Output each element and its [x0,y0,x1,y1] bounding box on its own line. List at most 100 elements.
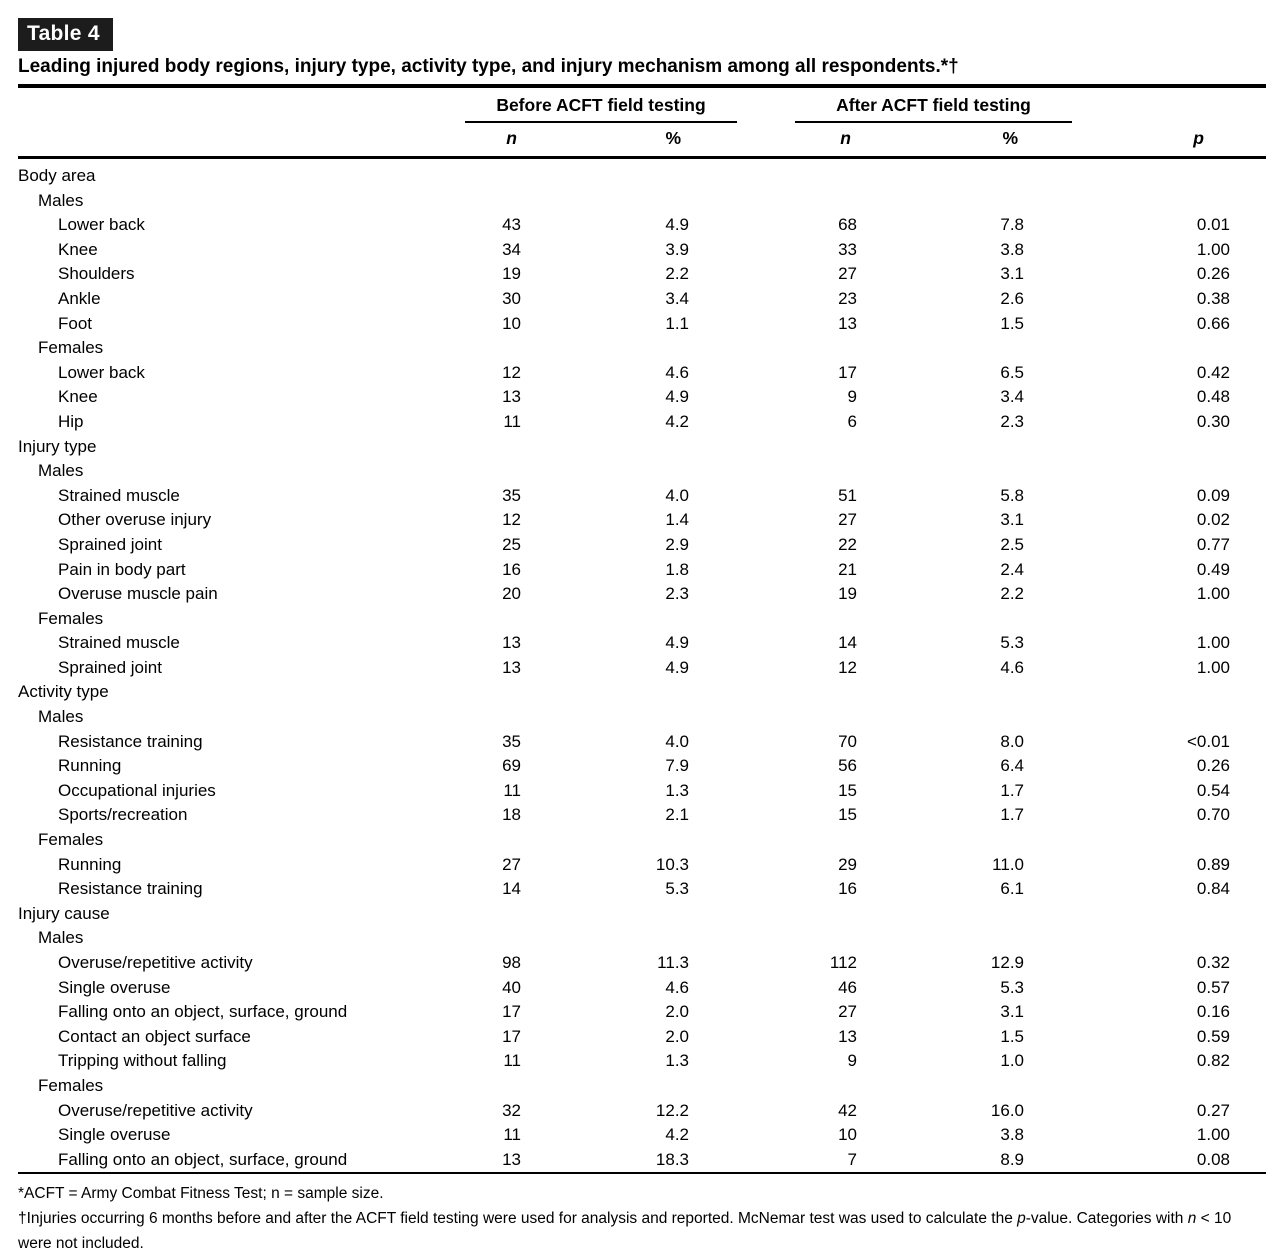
cell-before-n: 13 [502,387,521,407]
cell-before-pct [521,705,689,730]
cell-after-pct [857,158,1024,189]
cell-p: 0.16 [1196,1002,1230,1022]
group-header-before-cell: Before ACFT field testing [455,88,737,123]
cell-p: 0.84 [1196,879,1230,899]
cell-after-n: 23 [838,288,857,308]
row-label: Foot [58,313,93,333]
cell-after-n: 29 [838,854,857,874]
cell-after-pct [857,459,1024,484]
cell-after-n [689,336,857,361]
cell-after-n: 17 [838,362,857,382]
cell-p: 0.59 [1196,1026,1230,1046]
cell-before-n: 13 [502,633,521,653]
cell-before-n: 14 [502,879,521,899]
cell-after-pct: 8.9 [1000,1149,1024,1169]
cell-before-pct: 4.6 [665,977,689,997]
group-header-before: Before ACFT field testing [465,88,737,123]
cell-p [1024,158,1266,189]
row-label: Lower back [58,215,145,235]
cell-before-n: 40 [502,977,521,997]
cell-p [1024,1074,1266,1099]
cell-after-n: 33 [838,239,857,259]
table-number-label: Table 4 [18,18,113,51]
cell-after-n: 12 [838,657,857,677]
cell-after-n: 68 [838,215,857,235]
cell-before-pct: 18.3 [655,1149,689,1169]
cell-after-n [689,607,857,632]
cell-before-n: 35 [502,731,521,751]
cell-before-n [455,158,521,189]
cell-before-pct: 5.3 [665,879,689,899]
row-label: Strained muscle [58,485,180,505]
column-header-n-after: n [689,123,857,159]
cell-after-pct: 1.0 [1000,1051,1024,1071]
table-row: Sprained joint 25 2.9 22 2.5 0.77 [18,533,1266,558]
cell-before-pct: 4.0 [665,731,689,751]
cell-before-n [455,902,521,927]
subgroup-row: Females [18,607,1266,632]
row-label: Injury cause [18,903,110,923]
cell-after-n: 21 [838,559,857,579]
cell-after-n: 6 [847,411,857,431]
subgroup-row: Males [18,705,1266,730]
row-label: Sprained joint [58,657,162,677]
cell-before-pct: 11.3 [657,953,689,972]
cell-p [1024,705,1266,730]
cell-before-pct: 7.9 [665,756,689,776]
cell-p: 0.26 [1196,756,1230,776]
cell-after-n [689,705,857,730]
cell-before-n [455,828,521,853]
table-row: Overuse/repetitive activity 32 12.2 42 16.0 0… [18,1099,1266,1124]
subgroup-row: Females [18,828,1266,853]
table-row: Other overuse injury 12 1.4 27 3.1 0.02 [18,508,1266,533]
cell-after-n: 70 [838,731,857,751]
cell-p: <0.01 [1186,731,1230,751]
cell-before-n: 32 [502,1100,521,1120]
cell-before-pct: 1.4 [665,510,689,530]
cell-p: 0.82 [1196,1051,1230,1071]
cell-before-n: 11 [503,411,521,431]
cell-after-pct [857,336,1024,361]
cell-after-pct [857,705,1024,730]
row-label: Ankle [58,288,101,308]
cell-after-n: 27 [838,510,857,530]
cell-after-pct: 5.8 [1000,485,1024,505]
cell-before-pct: 2.1 [665,805,689,825]
row-label: Lower back [58,362,145,382]
cell-before-pct [521,1074,689,1099]
table-row: Knee 13 4.9 9 3.4 0.48 [18,385,1266,410]
cell-p: 0.32 [1196,953,1230,972]
cell-after-n: 51 [838,485,857,505]
row-label: Males [38,707,84,727]
cell-after-pct [857,607,1024,632]
p-italic: p [1017,1210,1026,1228]
section-row: Injury cause [18,902,1266,927]
cell-after-pct: 1.7 [1000,780,1024,800]
cell-after-pct: 7.8 [1000,215,1024,235]
cell-after-pct: 2.2 [1000,584,1024,604]
cell-before-pct: 2.0 [665,1002,689,1022]
cell-after-n: 19 [838,584,857,604]
cell-after-pct [857,680,1024,705]
group-header-spacer [18,88,455,123]
cell-after-pct: 6.4 [1000,756,1024,776]
cell-after-n [689,828,857,853]
cell-after-pct: 2.3 [1000,411,1024,431]
cell-before-pct: 2.3 [665,584,689,604]
cell-before-pct: 10.3 [655,854,689,874]
column-header-label-spacer [18,123,455,159]
cell-after-pct: 1.5 [1000,313,1024,333]
cell-after-pct: 1.7 [1000,805,1024,825]
cell-after-pct: 5.3 [1000,977,1024,997]
cell-before-pct: 4.9 [665,215,689,235]
cell-after-n [689,459,857,484]
cell-after-pct: 2.6 [1000,288,1024,308]
row-label: Pain in body part [58,559,186,579]
cell-before-n: 12 [502,362,521,382]
table-footnotes: *ACFT = Army Combat Fitness Test; n = sa… [18,1181,1266,1256]
footnote-acft: *ACFT = Army Combat Fitness Test; n = sa… [18,1185,384,1203]
cell-before-n: 34 [502,239,521,259]
cell-p: 0.01 [1196,215,1230,235]
cell-before-n: 25 [502,534,521,554]
row-label: Activity type [18,682,109,702]
